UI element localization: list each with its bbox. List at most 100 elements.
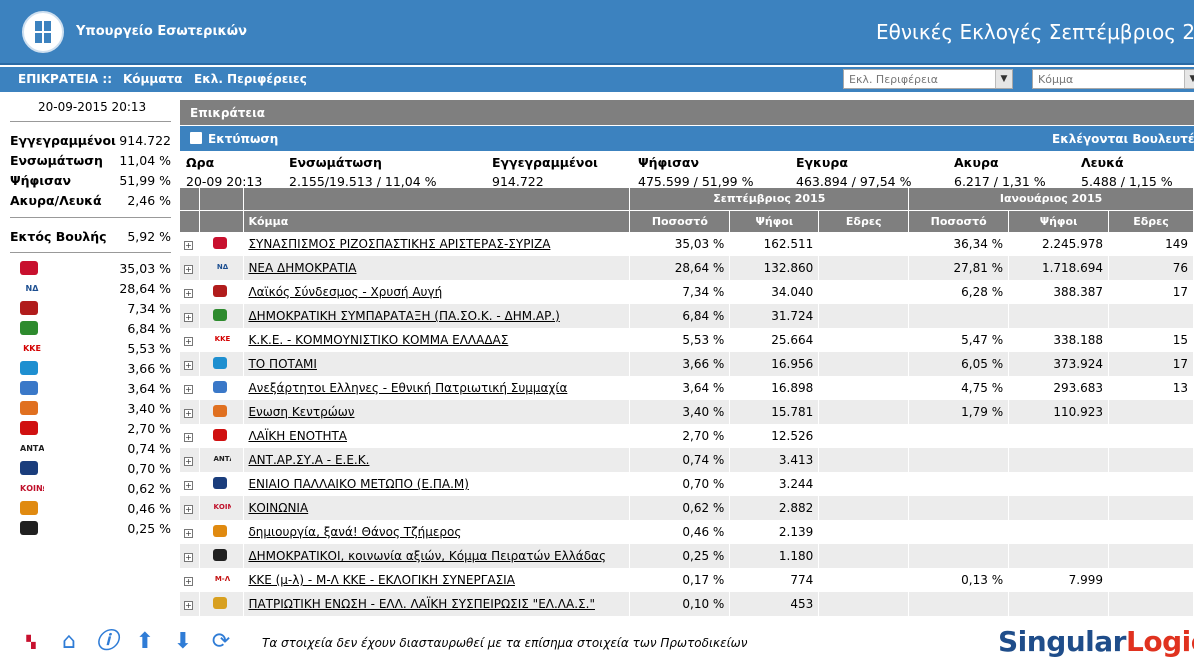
seats-january-cell: 17 (1108, 352, 1194, 376)
uk-flag-icon[interactable]: ▚ (26, 635, 36, 649)
expand-icon[interactable]: + (184, 385, 193, 394)
party-link[interactable]: ΔΗΜΟΚΡΑΤΙΚΗ ΣΥΜΠΑΡΑΤΑΞΗ (ΠΑ.ΣΟ.Κ. - ΔΗΜ.… (248, 309, 560, 323)
seats-january-cell (1108, 544, 1194, 568)
seats-january-cell: 17 (1108, 280, 1194, 304)
seats-cell (818, 304, 910, 328)
ml-kke-logo: Μ-Λ (214, 574, 231, 583)
printer-icon[interactable] (190, 132, 202, 144)
sidebar-party-percent: 2,70 % (127, 421, 171, 436)
antarsya-logo: ΑΝΤΑΡΣΥΑ (213, 454, 231, 463)
votes-january-cell (1008, 472, 1110, 496)
summary-header-valid: Εγκυρα (796, 155, 848, 170)
party-link[interactable]: Λαϊκός Σύνδεσμος - Χρυσή Αυγή (248, 285, 443, 299)
expand-icon[interactable]: + (184, 505, 193, 514)
party-select[interactable]: Κόμμα ▼ (1032, 69, 1194, 89)
expand-icon[interactable]: + (184, 361, 193, 370)
expand-icon[interactable]: + (184, 265, 193, 274)
sidebar-party-item: ΝΔ 28,64 % (10, 280, 171, 300)
party-link[interactable]: δημιουργία, ξανά! Θάνος Τζήμερος (248, 525, 462, 539)
expand-cell: + (180, 352, 201, 376)
table-row: + Μ-Λ ΚΚΕ (μ-λ) - Μ-Λ ΚΚΕ - ΕΚΛΟΓΙΚΗ ΣΥΝΕΡ… (180, 568, 1194, 592)
summary-header-invalid: Ακυρα (954, 155, 999, 170)
anel-logo (20, 381, 38, 395)
seats-cell (818, 448, 910, 472)
summary-value-time: 20-09 20:13 (186, 174, 263, 189)
elected-mps-link[interactable]: Εκλέγονται Βουλευτές (1052, 132, 1194, 146)
summary-value-registered: 914.722 (492, 174, 544, 189)
party-link[interactable]: ΠΑΤΡΙΩΤΙΚΗ ΕΝΩΣΗ - ΕΛΛ. ΛΑΪΚΗ ΣΥΣΠΕΙΡΩΣΙ… (248, 597, 595, 611)
party-link[interactable]: ΣΥΝΑΣΠΙΣΜΟΣ ΡΙΖΟΣΠΑΣΤΙΚΗΣ ΑΡΙΣΤΕΡΑΣ-ΣΥΡΙ… (248, 237, 551, 251)
column-percent: Ποσοστό (629, 209, 731, 232)
divider (10, 121, 171, 122)
expand-icon[interactable]: + (184, 577, 193, 586)
percent-january-cell (908, 448, 1010, 472)
party-logo-cell (199, 280, 245, 304)
info-icon[interactable]: ⓘ (95, 629, 118, 654)
divider (10, 252, 171, 253)
navbar: ΕΠΙΚΡΑΤΕΙΑ :: Κόμματα Εκλ. Περιφέρειες Ε… (0, 67, 1194, 92)
percent-cell: 35,03 % (629, 232, 731, 256)
table-row: + ΔΗΜΟΚΡΑΤΙΚΗ ΣΥΜΠΑΡΑΤΑΞΗ (ΠΑ.ΣΟ.Κ. - ΔΗΜ… (180, 304, 1194, 328)
votes-cell: 1.180 (729, 544, 820, 568)
refresh-icon[interactable]: ⟳ (211, 629, 231, 654)
expand-icon[interactable]: + (184, 529, 193, 538)
party-link[interactable]: ΑΝΤ.ΑΡ.ΣΥ.Α - Ε.Ε.Κ. (248, 453, 370, 467)
votes-cell: 16.898 (729, 376, 820, 400)
votes-cell: 774 (729, 568, 820, 592)
votes-cell: 34.040 (729, 280, 820, 304)
arrow-down-icon[interactable]: ⬇ (173, 629, 193, 654)
table-row: + Ανεξάρτητοι Ελληνες - Εθνική Πατριωτική… (180, 376, 1194, 400)
party-link[interactable]: ΔΗΜΟΚΡΑΤΙΚΟΙ, κοινωνία αξιών, Κόμμα Πειρ… (248, 549, 606, 563)
region-select[interactable]: Εκλ. Περιφέρεια ▼ (843, 69, 1013, 89)
expand-icon[interactable]: + (184, 241, 193, 250)
ministry-name: Υπουργείο Εσωτερικών (76, 24, 247, 39)
expand-icon[interactable]: + (184, 481, 193, 490)
seats-january-cell (1108, 592, 1194, 616)
epam-logo (20, 461, 38, 475)
percent-january-cell: 1,79 % (908, 400, 1010, 424)
home-icon[interactable]: ⌂ (62, 629, 76, 654)
expand-icon[interactable]: + (184, 433, 193, 442)
expand-icon[interactable]: + (184, 313, 193, 322)
pirates-logo (20, 521, 38, 535)
nav-home-link[interactable]: ΕΠΙΚΡΑΤΕΙΑ :: (18, 72, 112, 86)
arrow-up-icon[interactable]: ⬆ (135, 629, 155, 654)
sidebar-party-percent: 0,25 % (127, 521, 171, 536)
party-link[interactable]: ΚΟΙΝΩΝΙΑ (248, 501, 309, 515)
page-title: Εθνικές Εκλογές Σεπτέμβριος 2015 (876, 20, 1194, 44)
expand-cell: + (180, 256, 201, 280)
party-link[interactable]: Ανεξάρτητοι Ελληνες - Εθνική Πατριωτική … (248, 381, 568, 395)
votes-january-cell (1008, 496, 1110, 520)
party-link[interactable]: ΛΑΪΚΗ ΕΝΟΤΗΤΑ (248, 429, 348, 443)
votes-cell: 2.882 (729, 496, 820, 520)
party-link[interactable]: ΤΟ ΠΟΤΑΜΙ (248, 357, 317, 371)
expand-icon[interactable]: + (184, 337, 193, 346)
expand-cell: + (180, 568, 201, 592)
party-link[interactable]: Κ.Κ.Ε. - ΚΟΜΜΟΥΝΙΣΤΙΚΟ ΚΟΜΜΑ ΕΛΛΑΔΑΣ (248, 333, 509, 347)
votes-cell: 132.860 (729, 256, 820, 280)
golden-dawn-logo (213, 284, 228, 297)
print-button[interactable]: Εκτύπωση (208, 132, 279, 146)
party-link[interactable]: ΕΝΙΑΙΟ ΠΑΛΛΑΙΚΟ ΜΕΤΩΠΟ (Ε.ΠΑ.Μ) (248, 477, 469, 491)
party-link[interactable]: ΝΕΑ ΔΗΜΟΚΡΑΤΙΑ (248, 261, 357, 275)
expand-icon[interactable]: + (184, 289, 193, 298)
sidebar-party-percent: 6,84 % (127, 321, 171, 336)
expand-icon[interactable]: + (184, 457, 193, 466)
party-link[interactable]: Ενωση Κεντρώων (248, 405, 355, 419)
expand-icon[interactable]: + (184, 601, 193, 610)
expand-icon[interactable]: + (184, 409, 193, 418)
percent-cell: 0,17 % (629, 568, 731, 592)
party-link[interactable]: ΚΚΕ (μ-λ) - Μ-Λ ΚΚΕ - ΕΚΛΟΓΙΚΗ ΣΥΝΕΡΓΑΣΙ… (248, 573, 515, 587)
votes-january-cell: 373.924 (1008, 352, 1110, 376)
nav-regions-link[interactable]: Εκλ. Περιφέρειες (194, 72, 307, 86)
votes-january-cell: 338.188 (1008, 328, 1110, 352)
party-logo-cell: ΚΟΙΝΩΝΙΑ (199, 496, 245, 520)
laiki-enotita-logo (213, 428, 228, 441)
expand-icon[interactable]: + (184, 553, 193, 562)
table-row: + ΔΗΜΟΚΡΑΤΙΚΟΙ, κοινωνία αξιών, Κόμμα Πει… (180, 544, 1194, 568)
summary-value-voted: 475.599 / 51,99 % (638, 174, 754, 189)
nav-parties-link[interactable]: Κόμματα (123, 72, 183, 86)
seats-cell (818, 232, 910, 256)
table-row: + ΛΑΪΚΗ ΕΝΟΤΗΤΑ 2,70 % 12.526 (180, 424, 1194, 448)
percent-january-cell: 0,13 % (908, 568, 1010, 592)
